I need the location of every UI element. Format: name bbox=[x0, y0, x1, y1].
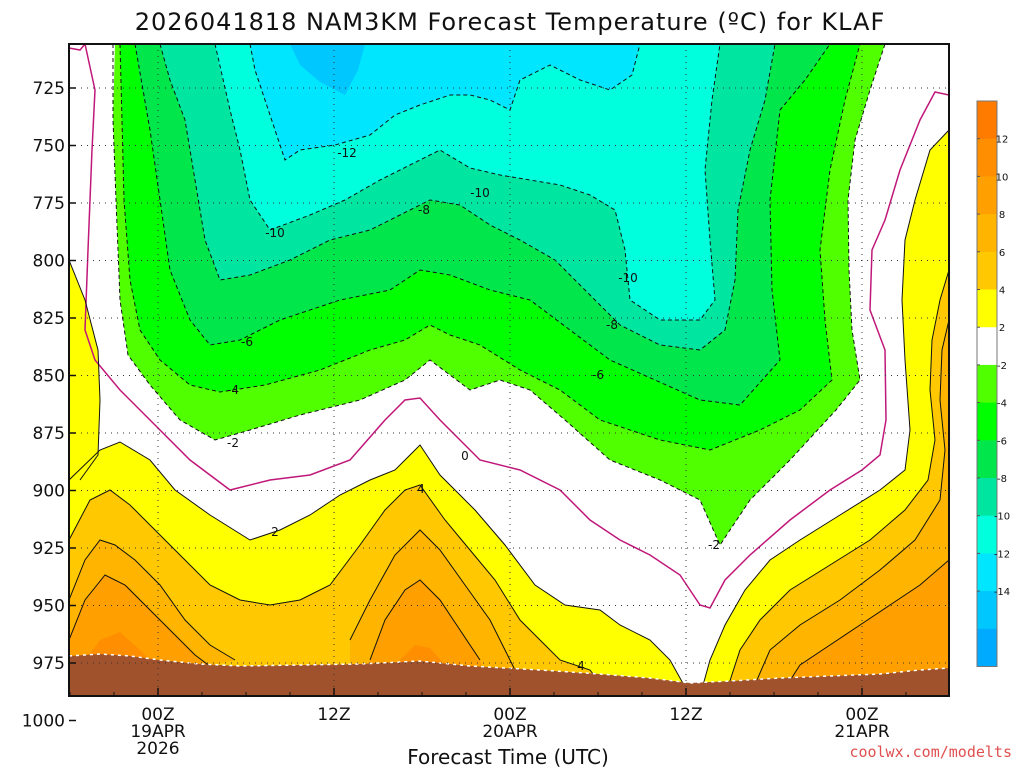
y-tick-label: 975 bbox=[33, 654, 65, 674]
colorbar-swatch bbox=[977, 515, 997, 554]
colorbar-swatch bbox=[977, 138, 997, 177]
colorbar-label: 4 bbox=[999, 286, 1005, 297]
minus-two-contour bbox=[112, 44, 886, 547]
y-tick-label: 775 bbox=[33, 194, 65, 214]
x-tick-label-mid: 19APR bbox=[130, 722, 186, 742]
negative-contours bbox=[119, 44, 861, 451]
colorbar-swatch bbox=[977, 251, 997, 290]
contour-label: 0 bbox=[461, 449, 469, 463]
colorbar-label: -6 bbox=[997, 436, 1007, 447]
y-tick-label: 800 bbox=[33, 252, 65, 272]
colorbar-swatch bbox=[977, 591, 997, 630]
plot-frame bbox=[68, 43, 950, 697]
x-tick-label-top: 12Z bbox=[669, 705, 702, 725]
x-tick-label-mid: 21APR bbox=[834, 722, 890, 742]
colorbar-label: 8 bbox=[999, 210, 1005, 221]
x-tick-label-top: 12Z bbox=[317, 705, 350, 725]
colorbar-label: -2 bbox=[997, 361, 1007, 372]
colorbar-swatch bbox=[977, 176, 997, 215]
positive-contours bbox=[69, 129, 949, 696]
y-tick-label: 850 bbox=[33, 367, 65, 387]
colorbar-label: -8 bbox=[997, 474, 1007, 485]
chart-title: 2026041818 NAM3KM Forecast Temperature (… bbox=[135, 8, 886, 36]
contour-label: -2 bbox=[708, 538, 720, 552]
zero-contour bbox=[84, 44, 949, 609]
colorbar-swatch bbox=[977, 327, 997, 366]
plot-fields: -12 -10 -10 -10 -8 -8 -6 -6 -4 -2 -2 0 2… bbox=[69, 44, 949, 696]
y-tick-label: 900 bbox=[33, 482, 65, 502]
y-tick-label: 925 bbox=[33, 539, 65, 559]
y-tick-label: 825 bbox=[33, 309, 65, 329]
x-axis-label: Forecast Time (UTC) bbox=[407, 745, 609, 768]
colorbar-label: 2 bbox=[999, 323, 1005, 334]
colorbar-label: 12 bbox=[996, 135, 1009, 146]
y-tick-label: 750 bbox=[33, 137, 65, 157]
contour-label: 2 bbox=[271, 525, 279, 539]
grid bbox=[69, 44, 949, 696]
contour-labels: -12 -10 -10 -10 -8 -8 -6 -6 -4 -2 -2 0 2… bbox=[227, 146, 720, 673]
contour-label: -6 bbox=[592, 368, 604, 382]
contour-label: -10 bbox=[265, 226, 285, 240]
colorbar-label: -12 bbox=[994, 549, 1010, 560]
contour-label: 4 bbox=[417, 482, 425, 496]
zero-contour-left bbox=[69, 44, 86, 51]
colorbar-label: 10 bbox=[996, 172, 1009, 183]
contour-label: -10 bbox=[470, 186, 490, 200]
colorbar-swatch bbox=[977, 402, 997, 441]
colorbar-swatch bbox=[977, 478, 997, 517]
contour-label: -6 bbox=[241, 335, 253, 349]
colorbar-swatch bbox=[977, 628, 997, 667]
x-tick-label-bot: 2026 bbox=[136, 739, 179, 759]
contour-label: -8 bbox=[418, 203, 430, 217]
colorbar-frame bbox=[976, 100, 998, 667]
contour-label: 4 bbox=[577, 659, 585, 673]
contour-label: -8 bbox=[606, 318, 618, 332]
contour-label: -10 bbox=[618, 271, 638, 285]
colorbar: 12 10 8 6 4 2 -2 -4 -6 -8 -10 -12 -14 bbox=[976, 100, 1010, 667]
colorbar-swatch bbox=[977, 440, 997, 479]
colorbar-label: -10 bbox=[994, 512, 1010, 523]
band-cold-m14 bbox=[290, 44, 365, 95]
x-tick-label-top: 00Z bbox=[845, 705, 878, 725]
x-tick-label-top: 00Z bbox=[141, 705, 174, 725]
colorbar-label: -14 bbox=[994, 587, 1010, 598]
ground-top-line bbox=[69, 653, 949, 684]
colorbar-swatch bbox=[977, 214, 997, 253]
y-tick-label: 1000 bbox=[22, 712, 65, 732]
band-warm-2 bbox=[69, 260, 100, 490]
colorbar-swatch bbox=[977, 101, 997, 140]
colorbar-swatch bbox=[977, 364, 997, 404]
y-tick-label: 725 bbox=[33, 79, 65, 99]
colorbar-swatch bbox=[977, 553, 997, 592]
contour-label: -4 bbox=[227, 383, 239, 397]
contour-label: -2 bbox=[227, 436, 239, 450]
y-tick-label: 875 bbox=[33, 424, 65, 444]
ground bbox=[69, 654, 949, 696]
contour-label: -12 bbox=[337, 146, 357, 160]
colorbar-swatch bbox=[977, 289, 997, 328]
y-tick-label: 950 bbox=[33, 597, 65, 617]
colorbar-label: 6 bbox=[999, 248, 1005, 259]
x-tick-label-mid: 20APR bbox=[482, 722, 538, 742]
x-tick-label-top: 00Z bbox=[493, 705, 526, 725]
y-axis: 725 750 775 800 825 850 875 900 925 950 975 1000 bbox=[22, 79, 76, 732]
watermark: coolwx.com/modelts bbox=[849, 743, 1012, 761]
colorbar-label: -4 bbox=[997, 399, 1007, 410]
